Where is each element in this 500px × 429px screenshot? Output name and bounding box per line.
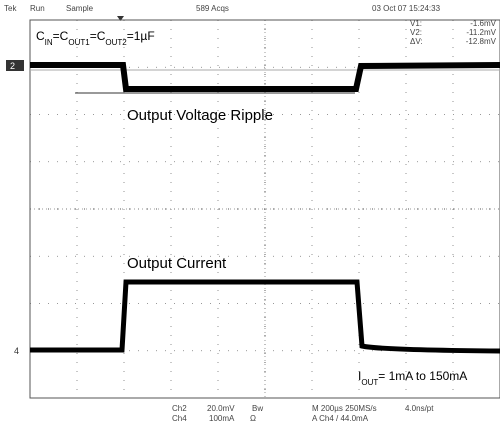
ch2-marker: 2: [10, 61, 15, 71]
subscript: OUT: [361, 378, 378, 387]
trigger-marker: [117, 16, 124, 21]
ch4-scale: 100mA: [209, 414, 235, 423]
resolution: 4.0ns/pt: [405, 404, 434, 413]
text-part: C: [36, 29, 45, 43]
cursor-name: V1:: [410, 19, 422, 28]
brand: Tek: [4, 4, 17, 13]
acq-count: 589 Acqs: [196, 4, 229, 13]
cursor-name: V2:: [410, 28, 422, 37]
cursor-value: -12.8mV: [466, 37, 497, 46]
capacitor-note: CIN=COUT1=COUT2=1µF: [36, 29, 155, 47]
ch2-label: Ch2: [172, 404, 187, 413]
trigger: A Ch4 / 44.0mA: [312, 414, 369, 423]
date: 03 Oct 07 15:24:33: [372, 4, 441, 13]
ch2-bw: Bw: [252, 404, 263, 413]
ch4-label: Ch4: [172, 414, 187, 423]
text-part: =1µF: [127, 29, 155, 43]
ch4-ohm: Ω: [250, 414, 256, 423]
subscript: OUT2: [105, 38, 127, 47]
cursor-readout: V1: -1.6mV V2: -11.2mV ΔV: -12.8mV: [410, 19, 497, 46]
ripple-label: Output Voltage Ripple: [127, 107, 273, 124]
subscript: IN: [45, 38, 53, 47]
ch2-scale: 20.0mV: [207, 404, 235, 413]
text-part: I: [358, 369, 361, 383]
text-part: =C: [90, 29, 106, 43]
timebase: M 200µs 250MS/s: [312, 404, 377, 413]
ch4-marker: 4: [14, 346, 19, 356]
current-trace: [30, 279, 500, 354]
current-label: Output Current: [127, 255, 227, 272]
text-part: = 1mA to 150mA: [378, 369, 467, 383]
text-part: =C: [53, 29, 69, 43]
iout-note: IOUT= 1mA to 150mA: [358, 369, 467, 387]
run-state: Run: [30, 4, 45, 13]
cursor-value: -11.2mV: [466, 28, 496, 37]
ch2-marker-box: [6, 60, 24, 71]
cursor-name: ΔV:: [410, 37, 423, 46]
cursor-value: -1.6mV: [470, 19, 496, 28]
acq-mode: Sample: [66, 4, 94, 13]
voltage-trace: [30, 62, 500, 92]
frame: [29, 19, 500, 399]
subscript: OUT1: [68, 38, 90, 47]
